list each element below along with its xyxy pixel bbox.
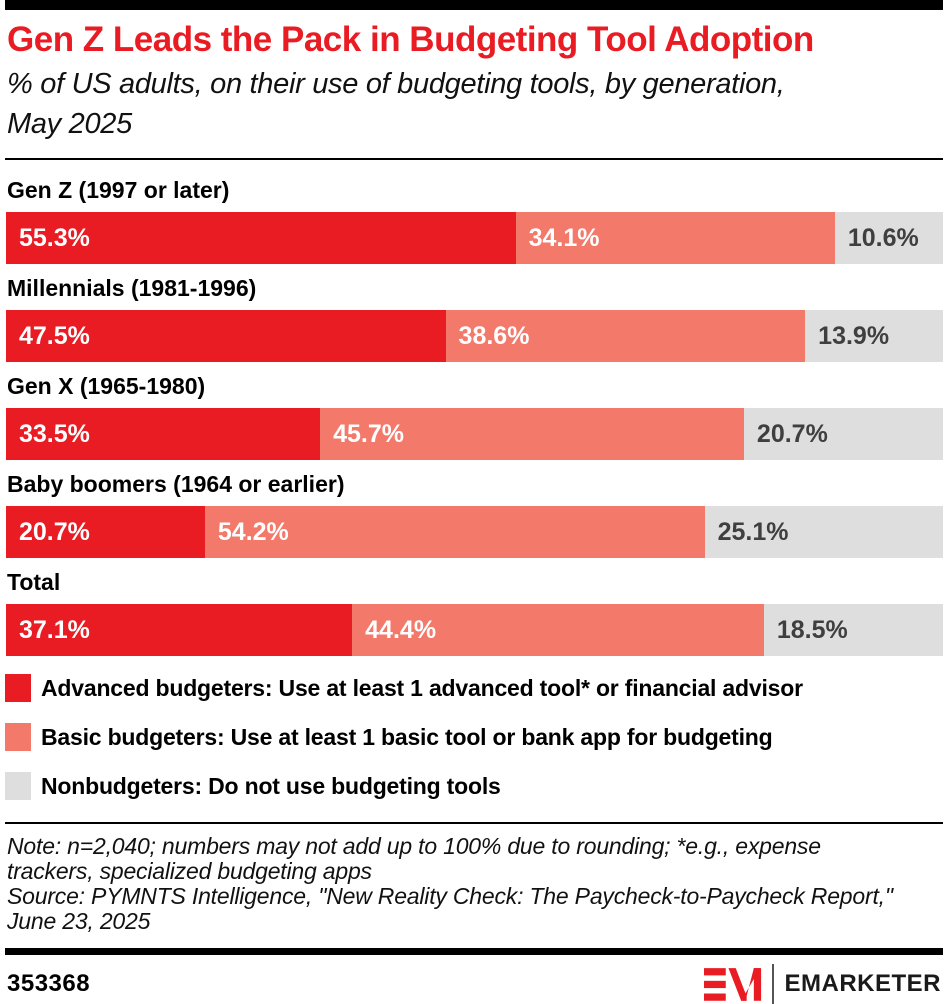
source-text: Source: PYMNTS Intelligence, "New Realit… xyxy=(7,883,893,935)
bar-segment: 18.5% xyxy=(763,604,943,657)
bar-row: 20.7% 54.2% 25.1% xyxy=(6,506,943,559)
value-label: 13.9% xyxy=(818,321,890,350)
emarketer-logo: EMARKETER xyxy=(704,964,941,1004)
category-label: Gen Z (1997 or later) xyxy=(7,177,230,204)
bar-segment: 44.4% xyxy=(352,604,764,657)
value-label: 54.2% xyxy=(217,517,289,546)
bar-segment: 55.3% xyxy=(6,212,516,265)
value-label: 44.4% xyxy=(365,615,437,644)
value-label: 38.6% xyxy=(458,321,530,350)
notes-block: Note: n=2,040; numbers may not add up to… xyxy=(7,834,907,934)
category-label: Millennials (1981-1996) xyxy=(7,275,257,302)
value-label: 10.6% xyxy=(847,223,919,252)
bar-segment: 25.1% xyxy=(704,506,943,559)
chart-legend: Advanced budgeters: Use at least 1 advan… xyxy=(5,674,948,801)
legend-label: Nonbudgeters: Do not use budgeting tools xyxy=(41,772,501,799)
header-divider xyxy=(5,158,943,161)
chart-subtitle: % of US adults, on their use of budgetin… xyxy=(7,68,785,141)
top-border-bar xyxy=(5,0,943,10)
logo-divider xyxy=(772,964,775,1004)
category-label: Total xyxy=(7,569,61,596)
legend-label: Advanced budgeters: Use at least 1 advan… xyxy=(41,674,803,701)
category-label: Gen X (1965-1980) xyxy=(7,373,206,400)
note-text: Note: n=2,040; numbers may not add up to… xyxy=(7,833,821,885)
bar-segment: 54.2% xyxy=(204,506,705,559)
bar-segment: 33.5% xyxy=(6,408,321,461)
value-label: 18.5% xyxy=(776,615,848,644)
value-label: 20.7% xyxy=(756,419,828,448)
bar-segment: 20.7% xyxy=(743,408,943,461)
legend-item: Advanced budgeters: Use at least 1 advan… xyxy=(5,674,948,703)
legend-item: Basic budgeters: Use at least 1 basic to… xyxy=(5,723,948,752)
stacked-bar-chart: Gen Z (1997 or later) 55.3% 34.1% 10.6% Mill… xyxy=(6,160,948,657)
bar-segment: 45.7% xyxy=(320,408,744,461)
value-label: 34.1% xyxy=(528,223,600,252)
value-label: 25.1% xyxy=(717,517,789,546)
bar-segment: 10.6% xyxy=(834,212,943,265)
value-label: 33.5% xyxy=(19,419,90,448)
bar-row: 47.5% 38.6% 13.9% xyxy=(6,310,943,363)
legend-label: Basic budgeters: Use at least 1 basic to… xyxy=(41,723,773,750)
bar-segment: 47.5% xyxy=(6,310,446,363)
value-label: 20.7% xyxy=(19,517,90,546)
bar-segment: 37.1% xyxy=(6,604,353,657)
em-logo-icon xyxy=(704,968,762,1002)
bar-segment: 13.9% xyxy=(805,310,943,363)
chart-title: Gen Z Leads the Pack in Budgeting Tool A… xyxy=(7,20,814,59)
bar-segment: 38.6% xyxy=(445,310,806,363)
bar-segment: 34.1% xyxy=(515,212,835,265)
footer-border-bar xyxy=(5,948,943,956)
bar-row: 33.5% 45.7% 20.7% xyxy=(6,408,943,461)
value-label: 37.1% xyxy=(19,615,90,644)
category-label: Baby boomers (1964 or earlier) xyxy=(7,471,345,498)
bar-row: 55.3% 34.1% 10.6% xyxy=(6,212,943,265)
legend-swatch xyxy=(5,674,31,703)
value-label: 55.3% xyxy=(19,223,90,252)
bar-segment: 20.7% xyxy=(6,506,205,559)
footer: 353368 EMARKETER xyxy=(7,964,941,1004)
value-label: 45.7% xyxy=(333,419,405,448)
bar-row: 37.1% 44.4% 18.5% xyxy=(6,604,943,657)
brand-name: EMARKETER xyxy=(784,970,941,998)
value-label: 47.5% xyxy=(19,321,90,350)
chart-id: 353368 xyxy=(7,970,91,998)
legend-item: Nonbudgeters: Do not use budgeting tools xyxy=(5,772,948,801)
notes-divider xyxy=(5,822,943,825)
legend-swatch xyxy=(5,772,31,801)
legend-swatch xyxy=(5,723,31,752)
